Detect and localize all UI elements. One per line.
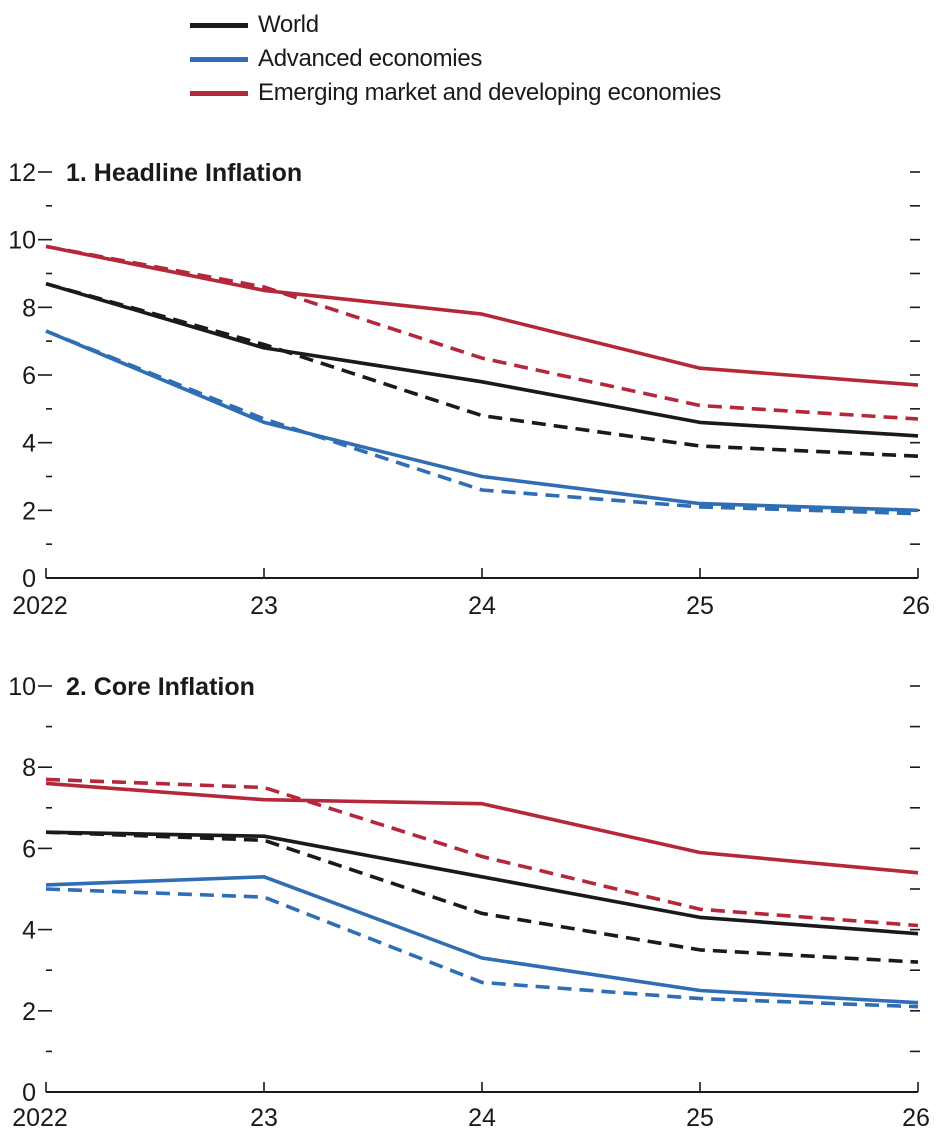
chart-legend: World Advanced economies Emerging market… <box>0 0 936 120</box>
panel-2-x-tick-label-2025: 25 <box>686 1104 714 1132</box>
panel-2-x-tick-label-2026: 26 <box>902 1104 930 1132</box>
panel-1-x-tick-label-2023: 23 <box>250 592 278 620</box>
panel-2-y-tick-label-0: 0 <box>22 1079 36 1107</box>
panel-2-series-advanced-economies-dashed <box>45 887 919 1009</box>
legend-item-world: World <box>190 8 319 42</box>
panel-1-series-emerging-market-and-developing-economies-dashed <box>45 244 919 421</box>
panel-1-y-tick-label-12: 12 <box>8 159 36 187</box>
panel-2-y-tick-label-2: 2 <box>22 998 36 1026</box>
panel-1-x-tick-label-2024: 24 <box>468 592 496 620</box>
legend-swatch-emerging-market <box>190 90 248 96</box>
panel-2-series-emerging-market-and-developing-economies-solid <box>45 781 919 875</box>
panel-1-series-world-dashed <box>45 281 919 458</box>
panel-2-series-emerging-market-and-developing-economies-dashed <box>45 777 919 928</box>
legend-label-world: World <box>258 11 319 38</box>
panel-1-series-advanced-economies-dashed <box>45 329 919 516</box>
panel-1-y-tick-label-4: 4 <box>22 430 36 458</box>
panel-2-y-tick-label-8: 8 <box>22 754 36 782</box>
panel-2-y-tick-label-10: 10 <box>8 673 36 701</box>
panel-1-y-tick-label-0: 0 <box>22 565 36 593</box>
panel-1-x-tick-label-2022: 2022 <box>12 592 68 620</box>
legend-swatch-advanced-economies <box>190 56 248 62</box>
panel-1-series-world-solid <box>45 281 919 438</box>
panel-2-title: 2. Core Inflation <box>66 673 255 701</box>
legend-label-emerging-market: Emerging market and developing economies <box>258 79 721 106</box>
panel-1-y-tick-label-6: 6 <box>22 362 36 390</box>
panel-2-series-advanced-economies-solid <box>45 874 919 1005</box>
panel-2-x-tick-label-2023: 23 <box>250 1104 278 1132</box>
panel-2-x-tick-label-2022: 2022 <box>12 1104 68 1132</box>
legend-label-advanced-economies: Advanced economies <box>258 45 483 72</box>
panel-1-series-emerging-market-and-developing-economies-solid <box>45 244 919 387</box>
panel-1-y-tick-label-8: 8 <box>22 294 36 322</box>
panel-2-y-tick-label-6: 6 <box>22 835 36 863</box>
panel-2-x-tick-label-2024: 24 <box>468 1104 496 1132</box>
panel-1-series-advanced-economies-solid <box>45 329 919 513</box>
panel-1-y-tick-label-2: 2 <box>22 497 36 525</box>
panel-1-title: 1. Headline Inflation <box>66 159 302 187</box>
panel-1-x-tick-label-2025: 25 <box>686 592 714 620</box>
legend-item-emerging-market: Emerging market and developing economies <box>190 76 721 110</box>
panel-2-series-world-solid <box>45 830 919 936</box>
panel-2-series-world-dashed <box>45 830 919 964</box>
panel-2-y-tick-label-4: 4 <box>22 917 36 945</box>
legend-item-advanced-economies: Advanced economies <box>190 42 482 76</box>
legend-swatch-world <box>190 22 248 28</box>
panel-1-y-tick-label-10: 10 <box>8 227 36 255</box>
panel-1-x-tick-label-2026: 26 <box>902 592 930 620</box>
